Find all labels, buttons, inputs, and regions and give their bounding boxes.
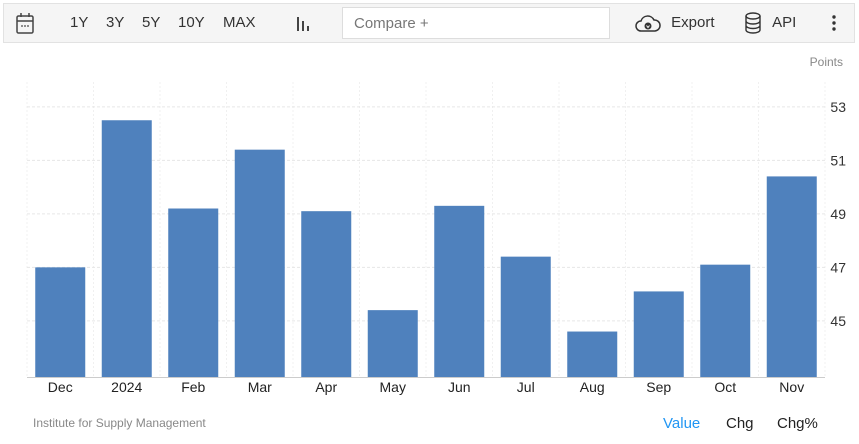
bar-chart-icon[interactable] xyxy=(294,4,312,42)
x-tick-label: Jul xyxy=(517,379,535,395)
compare-input[interactable] xyxy=(342,7,610,39)
bar-feb[interactable] xyxy=(168,208,219,377)
bar-sep[interactable] xyxy=(633,291,684,377)
x-tick-label: Jun xyxy=(448,379,471,395)
source-label: Institute for Supply Management xyxy=(33,416,206,430)
cloud-download-icon xyxy=(635,15,661,32)
range-3y-button[interactable]: 3Y xyxy=(106,14,125,31)
range-10y-button[interactable]: 10Y xyxy=(178,14,205,31)
bar-jun[interactable] xyxy=(434,205,485,377)
y-tick-label: 47 xyxy=(830,259,846,275)
mode-chg-pct-button[interactable]: Chg% xyxy=(777,415,818,432)
bar-nov[interactable] xyxy=(766,176,817,377)
bar-mar[interactable] xyxy=(234,149,285,377)
x-tick-label: Apr xyxy=(315,379,337,395)
x-tick-label: May xyxy=(380,379,406,395)
bar-aug[interactable] xyxy=(567,331,618,377)
x-tick-label: Dec xyxy=(48,379,73,395)
bar-2024[interactable] xyxy=(101,120,152,377)
mode-chg-button[interactable]: Chg xyxy=(726,415,754,432)
bar-may[interactable] xyxy=(367,310,418,377)
calendar-icon[interactable] xyxy=(15,4,35,42)
x-tick-label: Mar xyxy=(248,379,272,395)
x-tick-label: Aug xyxy=(580,379,605,395)
y-tick-label: 53 xyxy=(830,99,846,115)
range-5y-button[interactable]: 5Y xyxy=(142,14,161,31)
unit-label: Points xyxy=(810,55,843,69)
export-label: Export xyxy=(671,14,715,31)
y-tick-label: 45 xyxy=(830,313,846,329)
api-button[interactable]: API xyxy=(744,4,796,42)
x-tick-label: Oct xyxy=(714,379,736,395)
bar-jul[interactable] xyxy=(500,256,551,377)
vertical-dots-icon[interactable] xyxy=(830,4,838,42)
api-label: API xyxy=(772,14,797,31)
export-button[interactable]: Export xyxy=(635,4,715,42)
mode-value-button[interactable]: Value xyxy=(663,415,701,432)
x-tick-label: Nov xyxy=(779,379,804,395)
y-tick-label: 51 xyxy=(830,152,846,168)
bar-dec[interactable] xyxy=(35,267,86,377)
range-1y-button[interactable]: 1Y xyxy=(70,14,89,31)
y-tick-label: 49 xyxy=(830,206,846,222)
x-tick-label: Sep xyxy=(646,379,671,395)
bar-oct[interactable] xyxy=(700,264,751,377)
x-tick-label: Feb xyxy=(181,379,205,395)
x-tick-label: 2024 xyxy=(111,379,142,395)
bar-apr[interactable] xyxy=(301,211,352,377)
range-max-button[interactable]: MAX xyxy=(223,14,256,31)
chart-toolbar: 1Y 3Y 5Y 10Y MAX Export API xyxy=(3,3,855,43)
database-icon xyxy=(745,12,761,34)
